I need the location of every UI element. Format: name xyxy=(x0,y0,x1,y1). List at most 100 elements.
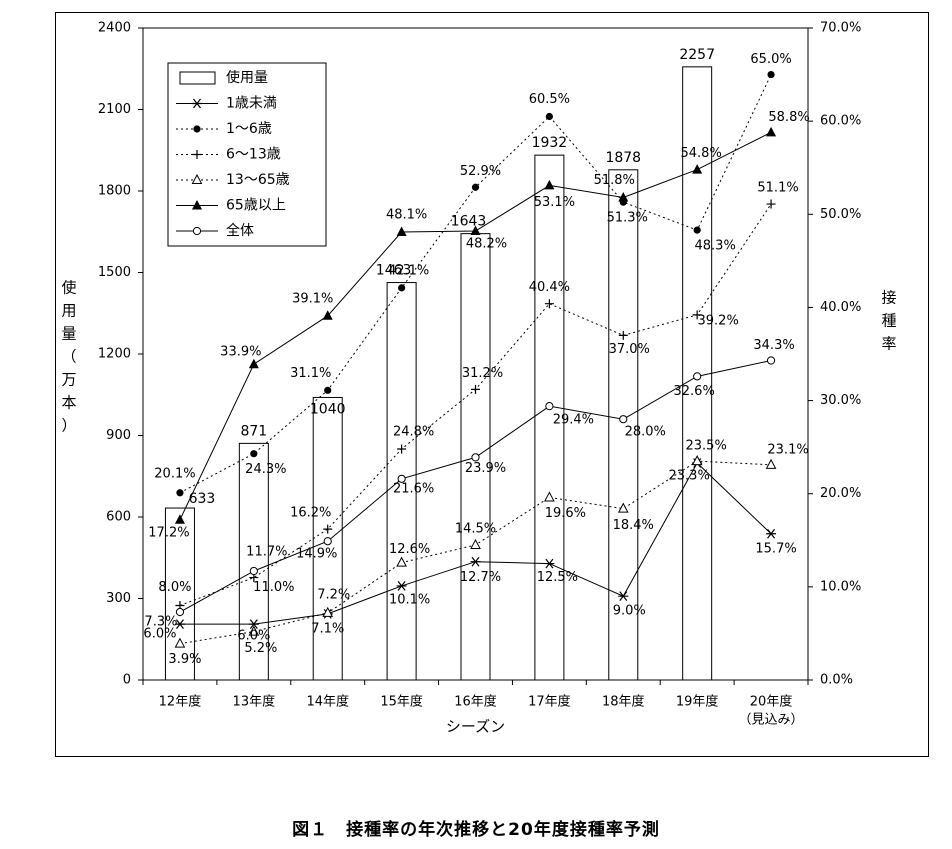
left-axis-title-char: 万 xyxy=(61,371,76,389)
series-value-label: 40.4% xyxy=(529,280,570,295)
series-value-label: 23.3% xyxy=(669,468,710,483)
left-axis-tick-label: 1200 xyxy=(98,347,131,362)
series-value-label: 48.3% xyxy=(695,239,736,254)
series-value-label: 14.5% xyxy=(455,521,496,536)
series-point xyxy=(398,284,406,292)
series-point xyxy=(692,310,702,320)
series-point xyxy=(618,330,628,340)
bar-value-label: 871 xyxy=(240,423,267,439)
bar-usage xyxy=(312,396,343,681)
bar-value-label: 1878 xyxy=(605,150,641,166)
series-point xyxy=(192,150,202,159)
legend-swatch-bar xyxy=(179,71,216,85)
left-axis-title-char: （ xyxy=(61,348,76,366)
left-axis-title-char: 量 xyxy=(61,325,76,343)
series-value-label: 12.6% xyxy=(389,542,430,557)
series-value-label: 23.1% xyxy=(767,442,808,457)
series-point xyxy=(767,70,775,79)
left-axis-title-char: ） xyxy=(61,417,76,435)
left-axis-tick-label: 600 xyxy=(106,510,131,525)
series-value-label: 24.3% xyxy=(245,462,286,477)
series-point xyxy=(470,556,481,567)
legend-label: 全体 xyxy=(226,222,254,239)
left-axis-tick-label: 900 xyxy=(106,428,131,443)
series-value-label: 20.1% xyxy=(154,466,195,481)
series-value-label: 48.1% xyxy=(386,207,427,222)
series-value-label: 31.2% xyxy=(462,366,503,381)
series-value-label: 7.2% xyxy=(317,587,350,602)
right-axis-tick-label: 70.0% xyxy=(820,21,861,36)
series-point xyxy=(397,444,407,454)
bar-value-label: 1463 xyxy=(376,263,412,279)
series-point xyxy=(692,164,703,174)
series-value-label: 11.7% xyxy=(246,545,287,560)
series-point xyxy=(175,607,185,617)
series-point xyxy=(766,356,776,365)
series-value-label: 17.2% xyxy=(148,525,189,540)
left-axis-tick-label: 1500 xyxy=(98,265,131,280)
legend-label: 1～6歳 xyxy=(226,121,272,137)
series-value-label: 6.0% xyxy=(143,627,176,642)
bar-value-label: 633 xyxy=(189,491,216,507)
series-point xyxy=(617,502,629,513)
series-value-label: 37.0% xyxy=(609,342,650,357)
series-point xyxy=(545,112,553,121)
series-value-label: 8.0% xyxy=(158,580,191,595)
series-point xyxy=(323,537,332,546)
series-value-label: 51.3% xyxy=(607,211,648,226)
right-axis-title-char: 接 xyxy=(881,289,896,307)
series-point xyxy=(322,310,333,320)
series-point xyxy=(324,386,332,394)
series-point xyxy=(544,491,555,502)
series-point xyxy=(192,200,202,210)
series-value-label: 53.1% xyxy=(534,195,575,210)
series-point xyxy=(545,402,554,411)
series-line xyxy=(179,74,772,494)
series-point xyxy=(250,450,258,458)
series-point xyxy=(397,474,406,483)
bar-usage xyxy=(164,507,195,681)
series-point xyxy=(192,226,202,236)
x-tick-label: 17年度 xyxy=(528,694,571,710)
series-value-label: 51.1% xyxy=(757,181,798,196)
x-tick-label: 18年度 xyxy=(602,694,645,710)
series-value-label: 48.2% xyxy=(466,237,507,252)
series-point xyxy=(765,458,777,469)
right-axis-title-char: 種 xyxy=(881,312,896,330)
series-point xyxy=(471,384,480,394)
series-point xyxy=(693,372,702,381)
left-axis-title-char: 本 xyxy=(61,394,76,412)
series-value-label: 11.0% xyxy=(253,580,294,595)
series-point xyxy=(176,489,184,497)
bar-value-label: 1040 xyxy=(310,401,346,417)
series-point xyxy=(248,358,259,369)
bar-value-label: 1643 xyxy=(451,214,487,230)
series-point xyxy=(619,415,628,424)
series-point xyxy=(192,98,202,109)
series-point xyxy=(471,453,480,462)
left-axis-tick-label: 2400 xyxy=(98,21,131,36)
x-tick-label: 14年度 xyxy=(306,694,349,710)
series-value-label: 23.5% xyxy=(686,439,727,454)
series-point xyxy=(766,528,777,539)
series-value-label: 42.1% xyxy=(388,263,429,278)
series-point xyxy=(248,619,259,629)
series-point xyxy=(323,524,333,534)
series-value-label: 16.2% xyxy=(290,506,331,521)
series-point xyxy=(191,173,203,184)
series-value-label: 14.9% xyxy=(296,547,337,562)
series-point xyxy=(470,225,481,236)
series-point xyxy=(766,126,777,137)
series-value-label: 23.9% xyxy=(465,461,506,476)
series-point xyxy=(396,581,407,591)
right-axis-tick-label: 40.0% xyxy=(820,300,861,315)
right-axis-tick-label: 60.0% xyxy=(820,114,861,129)
series-point xyxy=(693,226,701,234)
bar-usage xyxy=(238,442,269,681)
series-point xyxy=(618,192,629,202)
right-axis-title-char: 率 xyxy=(881,335,896,353)
series-point xyxy=(544,179,555,190)
series-value-label: 31.1% xyxy=(290,366,331,381)
series-point xyxy=(470,538,481,549)
series-value-label: 54.8% xyxy=(681,146,722,161)
